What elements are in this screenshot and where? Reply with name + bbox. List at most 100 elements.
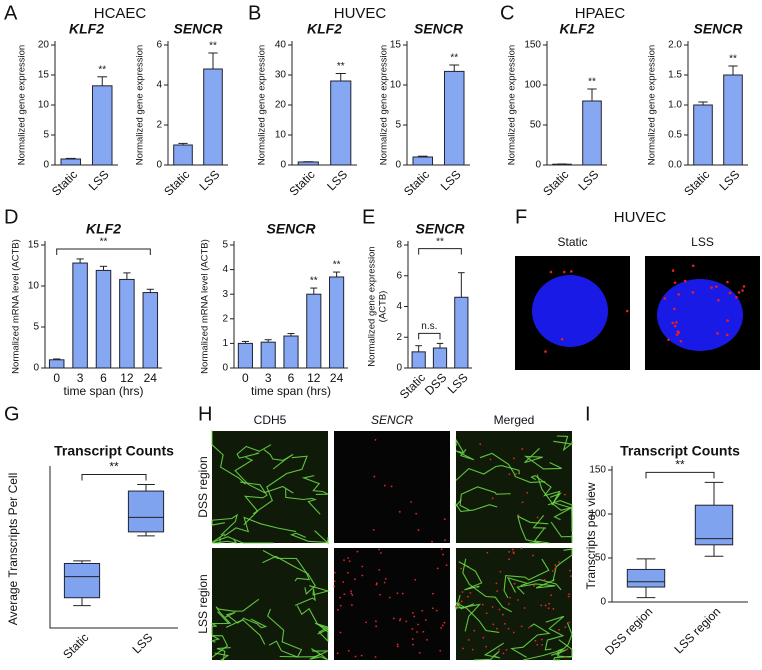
rna-dot — [569, 569, 571, 572]
junction — [536, 474, 573, 521]
rna-dot — [435, 609, 438, 612]
x-tick-label: LSS — [716, 167, 742, 193]
bracket — [418, 248, 462, 255]
junction — [550, 521, 573, 543]
rna-dot — [432, 592, 434, 595]
rna-dot — [361, 565, 364, 568]
rna-dot — [347, 649, 350, 652]
rna-dot — [677, 331, 681, 334]
junction — [530, 474, 561, 506]
junction — [458, 561, 483, 591]
chart-title: SENCR — [693, 21, 743, 37]
chart-title: KLF2 — [560, 21, 595, 37]
y-tick-label: 0.5 — [668, 130, 682, 141]
rna-dot — [348, 560, 351, 563]
bar — [119, 278, 135, 369]
rna-dot — [495, 582, 498, 585]
rna-dot — [742, 285, 746, 288]
junction — [314, 622, 330, 643]
rna-dot — [373, 475, 376, 478]
junction — [462, 558, 512, 613]
rna-dot — [569, 270, 573, 273]
y-tick-label: 4 — [222, 264, 228, 275]
junction — [301, 475, 329, 495]
rna-dot — [398, 619, 401, 622]
y-tick-label: 2 — [222, 313, 228, 324]
y-axis-label: Normalized gene expression — [507, 45, 518, 165]
y-tick-label: 15 — [38, 70, 50, 81]
rna-dot — [374, 656, 377, 658]
rna-dot — [671, 269, 675, 272]
rna-dot — [390, 485, 393, 488]
rna-dot — [333, 571, 336, 574]
rna-dot — [517, 514, 520, 517]
y-tick-label: 0 — [396, 363, 402, 374]
bar — [203, 68, 223, 166]
rna-dot — [728, 291, 732, 295]
rna-dot — [554, 564, 557, 566]
rna-dot — [417, 623, 419, 626]
y-tick-label: 0 — [156, 160, 162, 171]
junction — [215, 598, 260, 624]
rna-dot — [388, 596, 391, 599]
x-axis-label: time span (hrs) — [63, 384, 143, 398]
chart-title: SENCR — [414, 21, 464, 37]
x-tick-label: LSS — [129, 630, 155, 656]
y-tick-label: 5 — [395, 120, 401, 131]
significance: ** — [109, 460, 119, 474]
rna-dot — [554, 568, 556, 571]
rna-dot — [671, 321, 675, 325]
rna-dot — [431, 607, 434, 610]
y-tick-label: 150 — [524, 40, 541, 51]
panel-letter: A — [4, 2, 18, 24]
y-tick-label: 2 — [156, 120, 162, 131]
y-tick-label: 5 — [222, 240, 228, 251]
y-tick-label: 0 — [535, 160, 541, 171]
rna-dot — [673, 324, 677, 328]
x-tick-label: Static — [540, 167, 571, 198]
rna-dot — [551, 570, 554, 572]
rna-dot — [673, 281, 677, 284]
rna-dot — [496, 627, 498, 630]
x-tick-label: 0 — [242, 371, 249, 385]
rna-dot — [471, 648, 474, 651]
panel-letter: H — [198, 403, 212, 425]
rna-dot — [508, 558, 511, 561]
row-label: DSS region — [196, 456, 210, 517]
bar — [297, 161, 319, 166]
chart-title: KLF2 — [69, 21, 104, 37]
junction — [552, 548, 573, 582]
bar — [411, 351, 426, 369]
significance: ** — [675, 457, 685, 471]
y-tick-label: 1.0 — [668, 100, 682, 111]
axis-line — [49, 466, 178, 629]
y-tick-label: 3 — [222, 289, 228, 300]
rna-dot — [501, 613, 504, 616]
junction — [326, 537, 329, 544]
nucleus — [657, 279, 743, 351]
y-axis-label: Normalized mRNA level (ACTB) — [11, 239, 22, 374]
y-axis-label: Normalized gene expression — [647, 45, 658, 165]
rna-dot — [558, 561, 560, 564]
bracket — [56, 248, 151, 255]
rna-dot — [492, 623, 495, 626]
rna-dot — [443, 621, 446, 624]
rna-dot — [410, 500, 413, 503]
y-axis-label: Transcripts per view — [584, 482, 598, 589]
rna-dot — [505, 648, 508, 651]
rna-dot — [360, 654, 363, 657]
rna-dot — [473, 629, 476, 632]
rna-dot — [710, 286, 713, 289]
rna-dot — [741, 289, 744, 292]
bar — [552, 163, 572, 166]
rna-dot — [356, 550, 359, 553]
significance: ** — [209, 41, 217, 52]
rna-dot — [511, 548, 514, 551]
rna-dot — [339, 631, 342, 634]
junction — [210, 611, 230, 635]
rna-dot — [548, 602, 551, 605]
bar — [173, 144, 193, 166]
bar — [693, 104, 713, 166]
junction — [551, 648, 572, 658]
rna-dot — [440, 548, 443, 551]
